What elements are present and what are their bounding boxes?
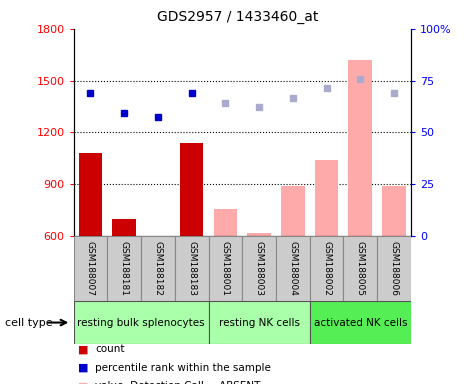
FancyBboxPatch shape	[276, 236, 310, 301]
Text: ■: ■	[78, 363, 89, 373]
Text: GSM188183: GSM188183	[187, 242, 196, 296]
Bar	[209, 301, 310, 344]
Bar	[74, 301, 209, 344]
Text: GSM188005: GSM188005	[356, 242, 365, 296]
Bar	[281, 186, 304, 236]
FancyBboxPatch shape	[107, 236, 141, 301]
Text: resting NK cells: resting NK cells	[218, 318, 300, 328]
Text: GSM188002: GSM188002	[322, 242, 331, 296]
FancyBboxPatch shape	[74, 236, 107, 301]
FancyBboxPatch shape	[209, 236, 242, 301]
Bar	[214, 209, 237, 236]
Text: resting bulk splenocytes: resting bulk splenocytes	[77, 318, 205, 328]
Bar	[247, 233, 271, 236]
Bar	[382, 186, 406, 236]
Bar	[315, 160, 338, 236]
FancyBboxPatch shape	[175, 236, 209, 301]
Text: GSM188003: GSM188003	[255, 242, 264, 296]
Text: cell type: cell type	[5, 318, 52, 328]
FancyBboxPatch shape	[377, 236, 411, 301]
Text: GSM188004: GSM188004	[288, 242, 297, 296]
FancyBboxPatch shape	[141, 236, 175, 301]
Text: count: count	[95, 344, 124, 354]
Text: GDS2957 / 1433460_at: GDS2957 / 1433460_at	[157, 10, 318, 23]
Bar	[310, 301, 411, 344]
FancyBboxPatch shape	[343, 236, 377, 301]
Text: ■: ■	[78, 381, 89, 384]
Text: ■: ■	[78, 344, 89, 354]
Text: GSM188006: GSM188006	[390, 242, 399, 296]
Bar	[79, 153, 102, 236]
Text: value, Detection Call = ABSENT: value, Detection Call = ABSENT	[95, 381, 260, 384]
Text: GSM188181: GSM188181	[120, 242, 129, 296]
Bar	[146, 236, 170, 238]
Bar	[180, 143, 203, 236]
Text: GSM188001: GSM188001	[221, 242, 230, 296]
Text: percentile rank within the sample: percentile rank within the sample	[95, 363, 271, 373]
FancyBboxPatch shape	[242, 236, 276, 301]
FancyBboxPatch shape	[310, 236, 343, 301]
Text: GSM188182: GSM188182	[153, 242, 162, 296]
Text: GSM188007: GSM188007	[86, 242, 95, 296]
Bar	[349, 60, 372, 236]
Bar	[113, 219, 136, 236]
Text: activated NK cells: activated NK cells	[314, 318, 407, 328]
